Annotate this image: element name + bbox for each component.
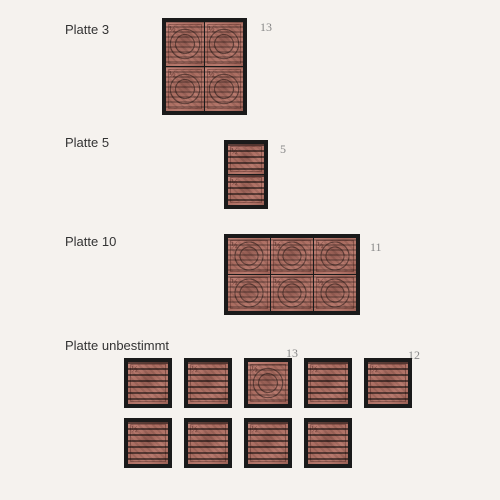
postmark-cancel [188,362,228,404]
postmark-cancel [228,238,270,274]
stamp [228,175,264,205]
stamp [248,362,288,404]
stamp [228,144,264,174]
postmark-cancel [308,422,348,464]
postmark-cancel [248,422,288,464]
postmark-cancel [228,175,264,205]
postmark-cancel [188,422,228,464]
postmark-cancel [228,275,270,311]
mount-plate-3 [162,18,247,115]
mount-single-9 [304,418,352,468]
stamp [314,238,356,274]
mount-single-3 [244,358,292,408]
stamp [308,422,348,464]
mount-plate-10 [224,234,360,315]
stamp [368,362,408,404]
mount-single-1 [124,358,172,408]
stamp [228,275,270,311]
postmark-cancel [248,362,288,404]
postmark-cancel [166,67,204,111]
label-plate-3: Platte 3 [65,22,109,37]
mount-plate-5 [224,140,268,209]
label-plate-5: Platte 5 [65,135,109,150]
annotation-1: 13 [260,20,272,35]
postmark-cancel [205,22,243,66]
postmark-cancel [128,422,168,464]
postmark-cancel [271,275,313,311]
postmark-cancel [314,275,356,311]
stamp [314,275,356,311]
mount-single-5 [364,358,412,408]
stamp [228,238,270,274]
label-plate-undetermined: Platte unbestimmt [65,338,169,353]
annotation-2: 5 [280,142,286,157]
stamp [166,22,204,66]
stamp [248,422,288,464]
stamp [271,275,313,311]
stamp [271,238,313,274]
stamp [205,22,243,66]
stamp [128,362,168,404]
stamp [166,67,204,111]
mount-single-4 [304,358,352,408]
stamp [188,422,228,464]
postmark-cancel [228,144,264,174]
postmark-cancel [166,22,204,66]
postmark-cancel [314,238,356,274]
mount-single-2 [184,358,232,408]
postmark-cancel [205,67,243,111]
label-plate-10: Platte 10 [65,234,116,249]
stamp [308,362,348,404]
postmark-cancel [271,238,313,274]
mount-single-8 [244,418,292,468]
mount-single-6 [124,418,172,468]
postmark-cancel [368,362,408,404]
stamp [188,362,228,404]
annotation-3: 11 [370,240,382,255]
postmark-cancel [128,362,168,404]
stamp [205,67,243,111]
stamp [128,422,168,464]
mount-single-7 [184,418,232,468]
postmark-cancel [308,362,348,404]
